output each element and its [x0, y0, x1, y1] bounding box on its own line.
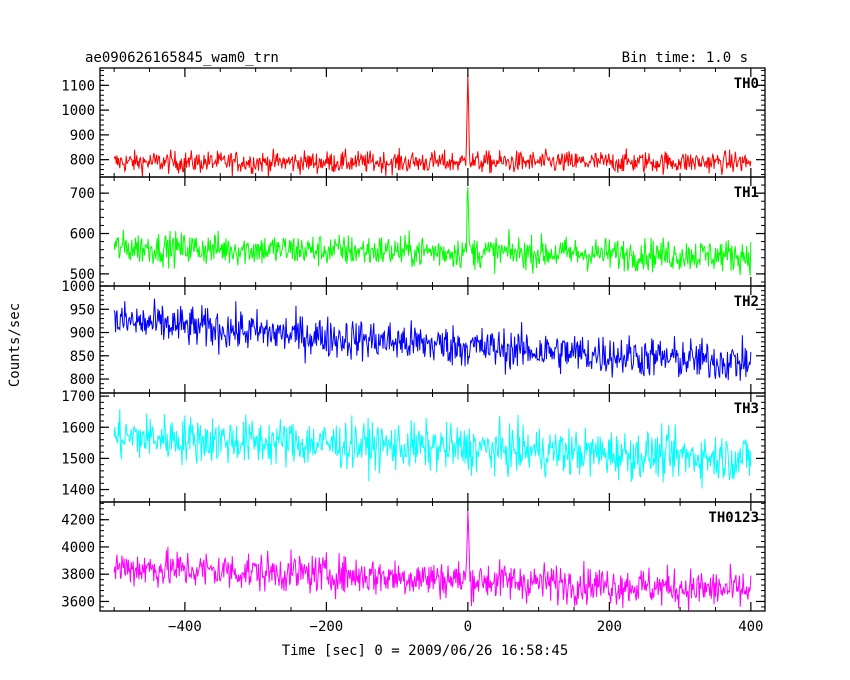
panel-frame-th2 [99, 285, 766, 394]
panel-label-th3: TH3 [734, 401, 759, 417]
y-tick-label: 600 [70, 227, 95, 243]
y-tick-label: 1000 [61, 279, 95, 295]
y-tick-label: 3800 [61, 567, 95, 583]
panel-frame-th0123 [99, 501, 766, 612]
panel-label-th1: TH1 [734, 185, 759, 201]
y-tick-label: 1100 [61, 78, 95, 94]
curves-layer [113, 73, 752, 611]
chart-title: ae090626165845_wam0_trn [85, 50, 279, 66]
frames-layer [99, 67, 766, 612]
x-axis-title: Time [sec] 0 = 2009/06/26 16:58:45 [282, 643, 569, 659]
y-tick-label: 1700 [61, 389, 95, 405]
y-tick-label: 800 [70, 372, 95, 388]
panel-frame-th1 [99, 176, 766, 287]
y-tick-label: 800 [70, 153, 95, 169]
y-tick-label: 3600 [61, 594, 95, 610]
y-tick-label: 1400 [61, 483, 95, 499]
y-tick-label: 900 [70, 326, 95, 342]
x-tick-label: 200 [597, 619, 622, 635]
x-tick-label: 400 [738, 619, 763, 635]
panel-label-th0123: TH0123 [708, 510, 759, 526]
curve-th0123 [113, 510, 752, 611]
x-tick-label: −200 [310, 619, 344, 635]
x-tick-label: −400 [168, 619, 202, 635]
y-tick-label: 1500 [61, 451, 95, 467]
y-tick-label: 700 [70, 186, 95, 202]
y-tick-label: 1600 [61, 420, 95, 436]
text-layer: ae090626165845_wam0_trn Bin time: 1.0 s … [7, 50, 763, 659]
x-tick-label: 0 [464, 619, 472, 635]
y-tick-label: 4000 [61, 540, 95, 556]
curve-th0 [113, 73, 752, 177]
y-tick-label: 850 [70, 349, 95, 365]
y-tick-label: 1000 [61, 103, 95, 119]
curve-th2 [113, 298, 752, 381]
y-tick-label: 500 [70, 267, 95, 283]
panel-label-th0: TH0 [734, 76, 759, 92]
bin-time-label: Bin time: 1.0 s [622, 50, 748, 66]
y-tick-label: 950 [70, 302, 95, 318]
panel-label-th2: TH2 [734, 294, 759, 310]
curve-th1 [113, 187, 752, 276]
y-tick-label: 4200 [61, 513, 95, 529]
curve-th3 [113, 409, 752, 489]
y-tick-label: 900 [70, 128, 95, 144]
y-axis-title: Counts/sec [7, 303, 23, 387]
